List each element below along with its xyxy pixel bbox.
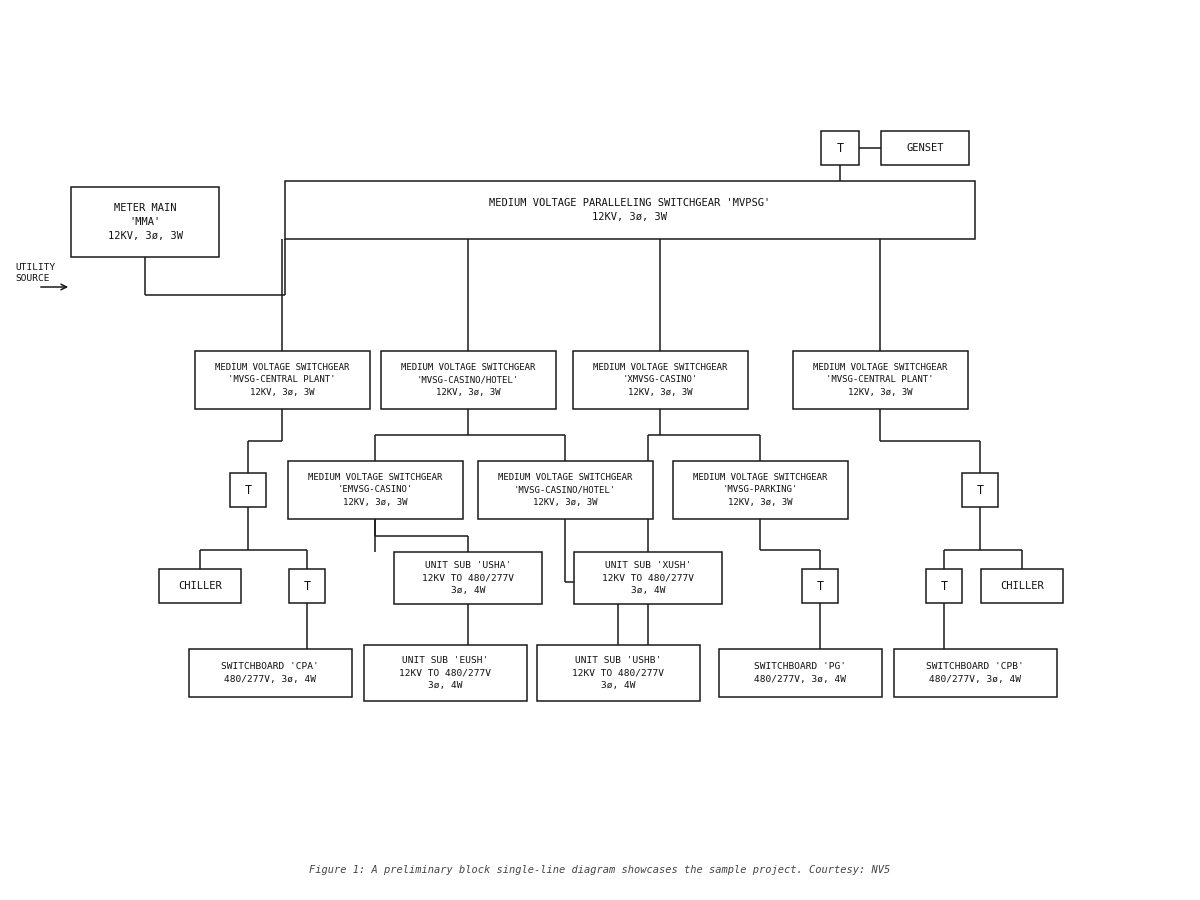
Text: MEDIUM VOLTAGE SWITCHGEAR
'XMVSG-CASINO'
12KV, 3ø, 3W: MEDIUM VOLTAGE SWITCHGEAR 'XMVSG-CASINO'… xyxy=(593,364,727,397)
Bar xyxy=(288,461,462,519)
Text: UNIT SUB 'USHB'
12KV TO 480/277V
3ø, 4W: UNIT SUB 'USHB' 12KV TO 480/277V 3ø, 4W xyxy=(572,656,664,689)
Bar xyxy=(286,181,974,239)
Text: SWITCHBOARD 'CPA'
480/277V, 3ø, 4W: SWITCHBOARD 'CPA' 480/277V, 3ø, 4W xyxy=(221,662,319,684)
Text: UTILITY
SOURCE: UTILITY SOURCE xyxy=(14,263,55,283)
Text: UNIT SUB 'USHA'
12KV TO 480/277V
3ø, 4W: UNIT SUB 'USHA' 12KV TO 480/277V 3ø, 4W xyxy=(422,562,514,595)
Text: T: T xyxy=(977,483,984,497)
Text: MEDIUM VOLTAGE SWITCHGEAR
'EMVSG-CASINO'
12KV, 3ø, 3W: MEDIUM VOLTAGE SWITCHGEAR 'EMVSG-CASINO'… xyxy=(308,473,442,507)
Bar xyxy=(188,649,352,697)
Text: METER MAIN
'MMA'
12KV, 3ø, 3W: METER MAIN 'MMA' 12KV, 3ø, 3W xyxy=(108,203,182,240)
Text: MEDIUM VOLTAGE SWITCHGEAR
'MVSG-CENTRAL PLANT'
12KV, 3ø, 3W: MEDIUM VOLTAGE SWITCHGEAR 'MVSG-CENTRAL … xyxy=(215,364,349,397)
Bar xyxy=(289,569,325,603)
Text: T: T xyxy=(941,580,948,592)
Bar xyxy=(478,461,653,519)
Bar xyxy=(802,569,838,603)
Text: GENSET: GENSET xyxy=(906,143,943,153)
Text: SWITCHBOARD 'CPB'
480/277V, 3ø, 4W: SWITCHBOARD 'CPB' 480/277V, 3ø, 4W xyxy=(926,662,1024,684)
Bar xyxy=(536,645,700,701)
Text: SWITCHBOARD 'PG'
480/277V, 3ø, 4W: SWITCHBOARD 'PG' 480/277V, 3ø, 4W xyxy=(754,662,846,684)
Bar xyxy=(572,351,748,409)
Bar xyxy=(821,131,859,165)
Text: MEDIUM VOLTAGE SWITCHGEAR
'MVSG-CASINO/HOTEL'
12KV, 3ø, 3W: MEDIUM VOLTAGE SWITCHGEAR 'MVSG-CASINO/H… xyxy=(401,364,535,397)
Bar xyxy=(394,552,542,604)
Bar xyxy=(71,187,220,257)
Bar xyxy=(719,649,882,697)
Text: T: T xyxy=(245,483,252,497)
Bar xyxy=(672,461,847,519)
Text: MEDIUM VOLTAGE PARALLELING SWITCHGEAR 'MVPSG'
12KV, 3ø, 3W: MEDIUM VOLTAGE PARALLELING SWITCHGEAR 'M… xyxy=(490,198,770,221)
Bar xyxy=(982,569,1063,603)
Text: CHILLER: CHILLER xyxy=(178,581,222,591)
Text: T: T xyxy=(816,580,823,592)
Text: MEDIUM VOLTAGE SWITCHGEAR
'MVSG-CENTRAL PLANT'
12KV, 3ø, 3W: MEDIUM VOLTAGE SWITCHGEAR 'MVSG-CENTRAL … xyxy=(812,364,947,397)
Text: T: T xyxy=(836,141,844,155)
Bar xyxy=(230,473,266,507)
Text: UNIT SUB 'EUSH'
12KV TO 480/277V
3ø, 4W: UNIT SUB 'EUSH' 12KV TO 480/277V 3ø, 4W xyxy=(398,656,491,689)
Bar xyxy=(926,569,962,603)
Bar xyxy=(364,645,527,701)
Bar xyxy=(792,351,967,409)
Bar xyxy=(962,473,998,507)
Text: MEDIUM VOLTAGE SWITCHGEAR
'MVSG-CASINO/HOTEL'
12KV, 3ø, 3W: MEDIUM VOLTAGE SWITCHGEAR 'MVSG-CASINO/H… xyxy=(498,473,632,507)
Text: MEDIUM VOLTAGE SWITCHGEAR
'MVSG-PARKING'
12KV, 3ø, 3W: MEDIUM VOLTAGE SWITCHGEAR 'MVSG-PARKING'… xyxy=(692,473,827,507)
Text: Figure 1: A preliminary block single-line diagram showcases the sample project. : Figure 1: A preliminary block single-lin… xyxy=(310,865,890,875)
Text: T: T xyxy=(304,580,311,592)
Bar xyxy=(894,649,1056,697)
Text: UNIT SUB 'XUSH'
12KV TO 480/277V
3ø, 4W: UNIT SUB 'XUSH' 12KV TO 480/277V 3ø, 4W xyxy=(602,562,694,595)
Bar xyxy=(158,569,241,603)
Bar xyxy=(380,351,556,409)
Text: CHILLER: CHILLER xyxy=(1000,581,1044,591)
Bar xyxy=(881,131,970,165)
Bar xyxy=(194,351,370,409)
Bar xyxy=(574,552,722,604)
